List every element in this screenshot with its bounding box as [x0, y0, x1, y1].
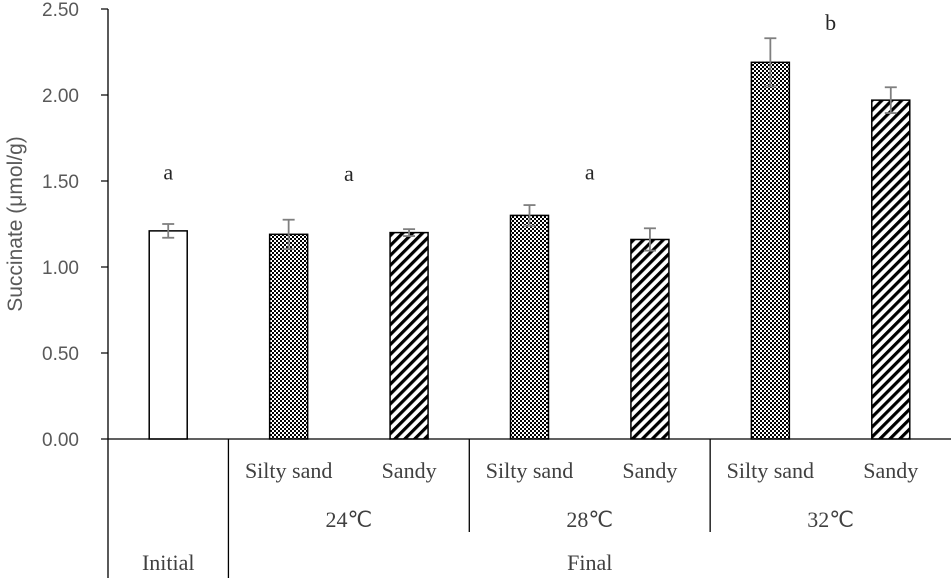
soil-category-label: Sandy — [622, 458, 677, 483]
stage-category-label: Initial — [142, 550, 195, 575]
significance-letter: a — [163, 159, 173, 184]
significance-letters: a a a b — [163, 10, 836, 186]
bar — [148, 230, 188, 440]
soil-category-label: Silty sand — [486, 458, 573, 483]
bar — [268, 233, 309, 440]
y-tick-label: 1.00 — [42, 258, 79, 279]
bar — [509, 214, 550, 440]
bar — [871, 99, 911, 440]
bar — [389, 231, 429, 440]
soil-category-label: Sandy — [863, 458, 918, 483]
temperature-category-label: 32℃ — [807, 507, 854, 532]
significance-letter: b — [825, 10, 836, 35]
y-axis: 0.00 0.50 1.00 1.50 2.00 2.50 — [42, 0, 109, 451]
stage-category-label: Final — [567, 550, 612, 575]
temperature-category-label: 24℃ — [325, 507, 372, 532]
y-tick-label: 0.50 — [42, 344, 79, 365]
significance-letter: a — [344, 161, 354, 186]
y-tick-label: 1.50 — [42, 172, 79, 193]
y-axis-title: Succinate (μmol/g) — [4, 136, 27, 312]
bar — [750, 61, 791, 440]
x-category-axis: Silty sand Sandy Silty sand Sandy Silty sand… — [107, 438, 951, 578]
error-bars — [162, 37, 897, 252]
y-tick-label: 2.50 — [42, 0, 79, 21]
significance-letter: a — [585, 159, 595, 184]
y-tick-label: 0.00 — [42, 430, 79, 451]
temperature-category-label: 28℃ — [566, 507, 613, 532]
bar — [630, 238, 670, 440]
soil-category-label: Sandy — [382, 458, 437, 483]
y-tick-label: 2.00 — [42, 86, 79, 107]
soil-category-label: Silty sand — [727, 458, 814, 483]
soil-category-label: Silty sand — [245, 458, 332, 483]
bars — [148, 61, 911, 440]
